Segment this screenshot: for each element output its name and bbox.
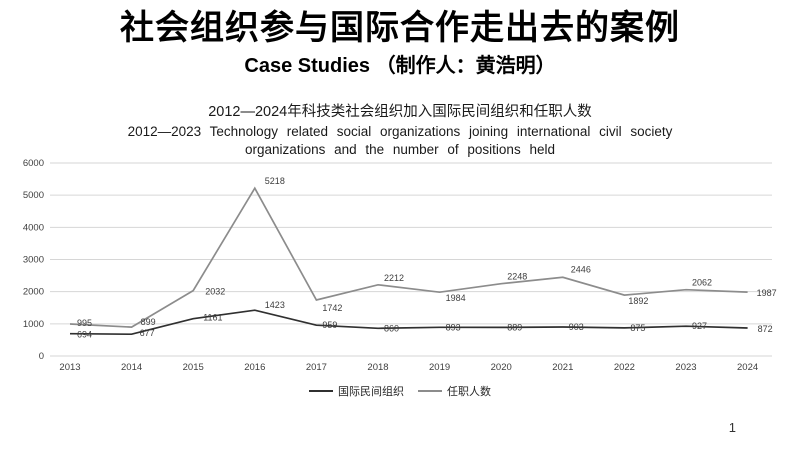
data-label: 1161 xyxy=(203,313,222,323)
x-axis-tick-label: 2021 xyxy=(552,362,573,373)
slide-title: 社会组织参与国际合作走出去的案例 xyxy=(120,9,680,47)
legend-label: 国际民间组织 xyxy=(338,386,404,398)
x-axis-tick-label: 2024 xyxy=(737,362,758,373)
data-label: 927 xyxy=(692,321,707,331)
x-axis-tick-label: 2019 xyxy=(429,362,450,373)
data-label: 959 xyxy=(322,320,337,330)
chart-title-en-line2: organizations and the number of position… xyxy=(245,142,555,158)
series-line-0 xyxy=(69,309,748,336)
legend-line-sample-dark xyxy=(309,390,333,392)
data-label: 1984 xyxy=(446,293,466,303)
data-label: 872 xyxy=(758,324,773,334)
chart-title-en: 2012—2023 Technology related social orga… xyxy=(0,123,800,159)
legend-item-intl-orgs: 国际民间组织 xyxy=(309,383,404,399)
y-axis-tick-label: 2000 xyxy=(23,287,44,298)
data-label: 2062 xyxy=(692,278,712,288)
x-axis-tick-label: 2018 xyxy=(367,362,388,373)
y-axis-tick-label: 0 xyxy=(39,351,44,362)
slide-subtitle: Case Studies （制作人：黄浩明） xyxy=(244,55,556,78)
data-label: 2212 xyxy=(384,273,404,283)
legend-item-positions-held: 任职人数 xyxy=(418,383,491,399)
data-label: 2032 xyxy=(205,287,225,297)
legend-label: 任职人数 xyxy=(447,386,491,398)
x-axis-tick-label: 2022 xyxy=(614,362,635,373)
data-label: 860 xyxy=(384,323,399,333)
data-label: 875 xyxy=(630,323,645,333)
x-axis-tick-label: 2016 xyxy=(244,362,265,373)
y-axis-tick-label: 5000 xyxy=(23,190,44,201)
data-label: 694 xyxy=(77,330,92,340)
x-axis-tick-label: 2015 xyxy=(183,362,204,373)
x-axis-tick-label: 2017 xyxy=(306,362,327,373)
data-label: 889 xyxy=(507,322,522,332)
data-label: 899 xyxy=(141,317,156,327)
chart-legend: 国际民间组织 任职人数 xyxy=(0,383,800,399)
data-label: 893 xyxy=(446,322,461,332)
chart-title-zh: 2012—2024年科技类社会组织加入国际民间组织和任职人数 xyxy=(208,104,592,120)
line-chart-svg: 0 1000 2000 3000 4000 5000 6000 2013 2014 2015 201… xyxy=(23,158,777,373)
data-label: 1742 xyxy=(322,303,342,313)
chart-block: 2012—2024年科技类社会组织加入国际民间组织和任职人数 2012—2023… xyxy=(0,100,800,159)
x-axis-tick-label: 2013 xyxy=(59,362,80,373)
x-axis-tick-label: 2023 xyxy=(675,362,696,373)
chart-title-en-line1: 2012—2023 Technology related social orga… xyxy=(127,124,673,139)
line-chart: 0 1000 2000 3000 4000 5000 6000 2013 2014 2015 201… xyxy=(0,150,800,382)
data-label: 677 xyxy=(140,328,155,338)
series-line-1 xyxy=(69,186,748,328)
data-label: 5218 xyxy=(265,176,285,186)
data-label: 2446 xyxy=(571,264,591,274)
data-label: 2248 xyxy=(507,272,527,282)
data-label: 995 xyxy=(77,318,92,328)
legend-line-sample-gray xyxy=(418,390,442,392)
data-label: 903 xyxy=(569,322,584,332)
y-axis-tick-label: 3000 xyxy=(23,255,44,266)
page-number: 1 xyxy=(728,420,736,435)
x-axis-tick-label: 2020 xyxy=(491,362,512,373)
data-label: 1423 xyxy=(265,300,285,310)
data-label: 1892 xyxy=(628,296,648,306)
y-axis-tick-label: 6000 xyxy=(23,158,44,169)
x-axis-tick-label: 2014 xyxy=(121,362,142,373)
y-axis-tick-label: 1000 xyxy=(23,319,44,330)
y-axis-tick-label: 4000 xyxy=(23,222,44,233)
data-label: 1987 xyxy=(757,288,777,298)
